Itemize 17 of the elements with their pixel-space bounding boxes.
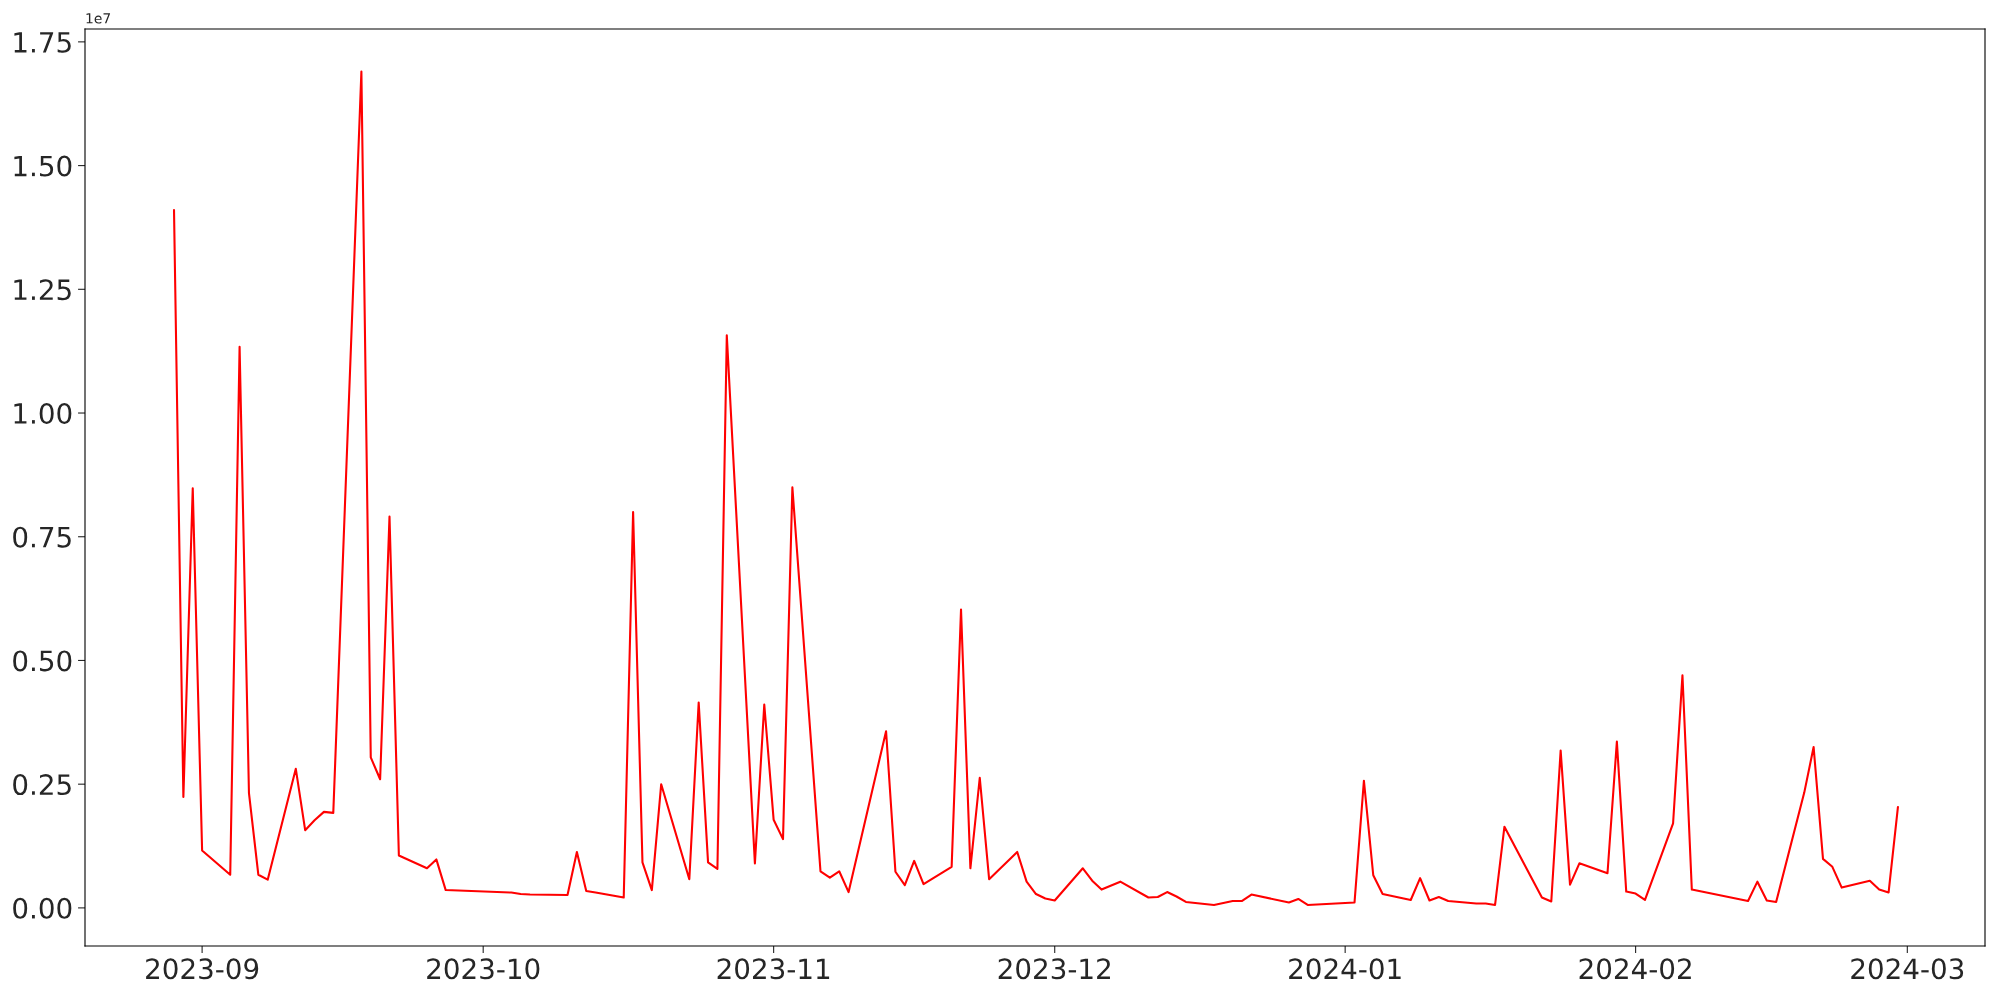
x-tick-label: 2024-01 bbox=[1289, 958, 1401, 980]
y-tick-label: 0.50 bbox=[13, 650, 72, 672]
x-tick-label: 2023-12 bbox=[998, 958, 1110, 980]
y-tick-label: 1.00 bbox=[14, 402, 72, 424]
y-tick-label: 1.25 bbox=[14, 279, 71, 301]
y-tick-label: 1.75 bbox=[14, 32, 71, 53]
y-tick-label: 0.25 bbox=[13, 774, 71, 796]
y-tick-label: 0.75 bbox=[13, 526, 71, 548]
y-tick-label: 0.00 bbox=[13, 897, 72, 919]
text: 1e7 bbox=[86, 13, 111, 24]
line-series bbox=[172, 70, 1899, 906]
x-tick-label: 2023-10 bbox=[427, 958, 540, 980]
x-tick-label: 2023-11 bbox=[717, 958, 830, 980]
x-tick-label: 2023-09 bbox=[146, 958, 259, 980]
x-tick-label: 2024-02 bbox=[1579, 958, 1691, 980]
y-tick-label: 1.50 bbox=[14, 155, 72, 177]
x-tick-label: 2024-03 bbox=[1851, 958, 1964, 980]
